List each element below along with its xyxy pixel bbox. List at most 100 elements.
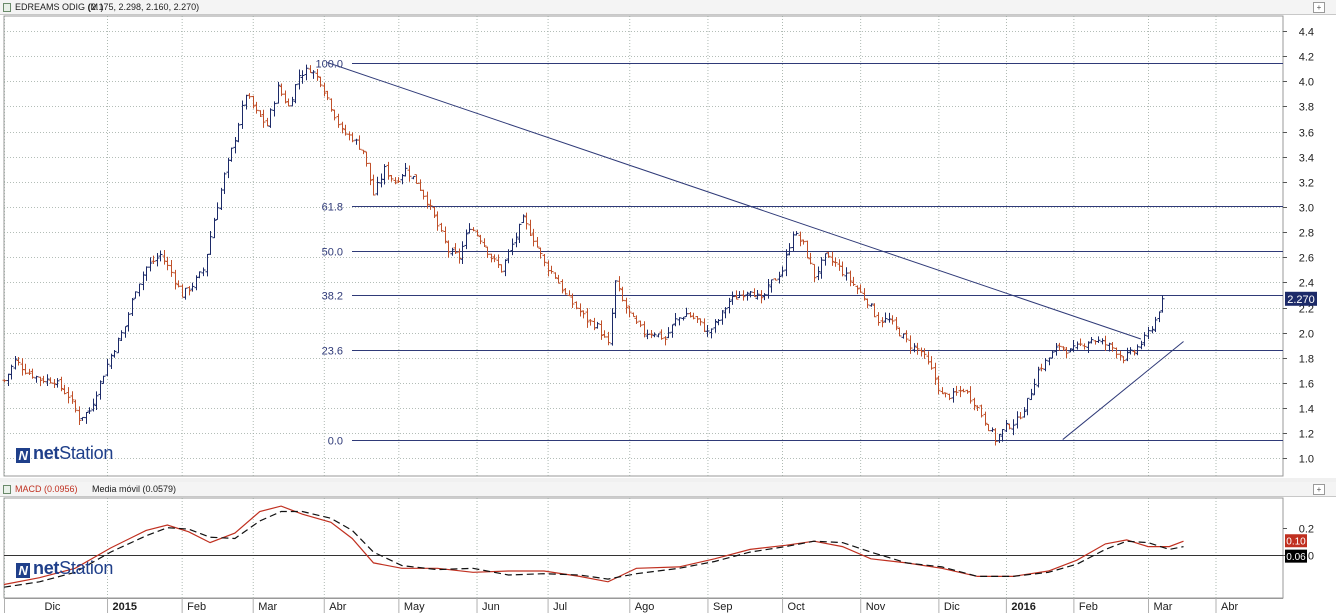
price-bar (812, 263, 817, 282)
fibonacci-level-label: 38.2 (322, 291, 343, 303)
ohlc-label: (2.175, 2.298, 2.160, 2.270) (88, 2, 200, 12)
price-bar (2, 379, 7, 383)
price-bar (808, 252, 813, 265)
price-bar (1132, 349, 1137, 356)
price-bar (251, 95, 256, 109)
price-bar (624, 297, 629, 314)
price-bar (613, 280, 618, 319)
price-bar (1071, 339, 1076, 352)
price-bar (467, 223, 472, 234)
price-bar (595, 321, 600, 329)
price-bar (574, 301, 579, 310)
price-bar (681, 316, 686, 321)
price-bar (752, 288, 757, 298)
price-bar (62, 384, 67, 395)
price-bar (851, 276, 856, 287)
macd-label: MACD (0.0956) (15, 484, 78, 494)
price-bar (332, 109, 337, 121)
price-bar (816, 266, 821, 281)
price-bar (343, 124, 348, 136)
price-bar (101, 375, 106, 385)
price-bar (858, 284, 863, 293)
x-tick-label: Abr (329, 601, 346, 613)
fibonacci-level-label: 100.0 (315, 59, 343, 71)
price-chart[interactable]: 100.0 61.8 50.0 38.2 23.6 0.0 1.0 1.2 1.4 1.6 1.8… (0, 0, 1336, 478)
price-bar (506, 249, 511, 264)
price-bar (741, 290, 746, 301)
price-bar (457, 248, 462, 264)
price-bar (1078, 338, 1083, 347)
price-bar (148, 257, 153, 272)
price-bar (13, 356, 18, 370)
price-bar (414, 174, 419, 184)
price-bar (844, 267, 849, 281)
price-bar (311, 70, 316, 79)
price-bar (183, 287, 188, 300)
fibonacci-level-label: 50.0 (322, 247, 343, 259)
price-bar (745, 291, 750, 301)
price-bar (499, 264, 504, 273)
price-bar (762, 293, 767, 301)
x-tick-label: Oct (788, 601, 805, 613)
price-bar (283, 90, 288, 104)
x-tick-label: Jul (553, 601, 567, 613)
price-bar (368, 162, 373, 186)
price-bar (471, 227, 476, 232)
expand-macd-button[interactable]: + (1313, 484, 1325, 495)
price-bar (1057, 342, 1062, 351)
price-bar (1114, 347, 1119, 359)
y-tick-label: 2.4 (1299, 278, 1314, 290)
macd-chart[interactable]: 0.20.0 0.100.06 Dic2015FebMarAbrMayJunJu… (0, 482, 1336, 614)
price-bar (784, 249, 789, 277)
price-bar (890, 315, 895, 325)
signal-last-box (1285, 549, 1307, 563)
price-bar (30, 368, 35, 379)
price-bar (922, 348, 927, 359)
price-bar (553, 272, 558, 279)
price-bar (435, 211, 440, 231)
price-bar (602, 330, 607, 338)
price-bar (862, 288, 867, 301)
price-bar (1068, 348, 1073, 353)
macd-plot-area (3, 497, 1284, 599)
x-tick-label: Sep (713, 601, 733, 613)
y-tick-label: 1.6 (1299, 379, 1314, 391)
price-bar (691, 312, 696, 320)
price-bar (865, 298, 870, 309)
y-tick-label: 3.4 (1299, 153, 1314, 165)
fibonacci-level-label: 0.0 (328, 436, 343, 448)
price-bar (197, 271, 202, 279)
price-bar (1146, 326, 1151, 340)
price-bar (1011, 419, 1016, 436)
expand-panel-button[interactable]: + (1313, 2, 1325, 13)
price-bar (91, 398, 96, 412)
price-bar (190, 282, 195, 292)
price-bar (16, 356, 21, 366)
price-bar (229, 147, 234, 162)
price-bar (350, 132, 355, 143)
price-bar (340, 121, 345, 134)
price-bar (1054, 343, 1059, 356)
price-bar (997, 433, 1002, 444)
price-bar (382, 164, 387, 185)
price-bar (48, 377, 53, 384)
price-bar (439, 222, 444, 232)
price-bar (503, 259, 508, 277)
price-bar (41, 375, 46, 383)
price-bar (677, 317, 682, 326)
price-bar (652, 332, 657, 338)
price-bar (769, 279, 774, 293)
price-bar (375, 176, 380, 196)
price-bar (165, 256, 170, 271)
price-bar (371, 174, 376, 196)
x-tick-label: Nov (866, 601, 886, 613)
price-bar (698, 318, 703, 326)
price-bar (556, 274, 561, 284)
y-tick-label: 2.0 (1299, 329, 1314, 341)
price-bar (585, 308, 590, 328)
x-tick-label: Feb (187, 601, 206, 613)
price-bar (940, 387, 945, 395)
price-bar (318, 76, 323, 88)
